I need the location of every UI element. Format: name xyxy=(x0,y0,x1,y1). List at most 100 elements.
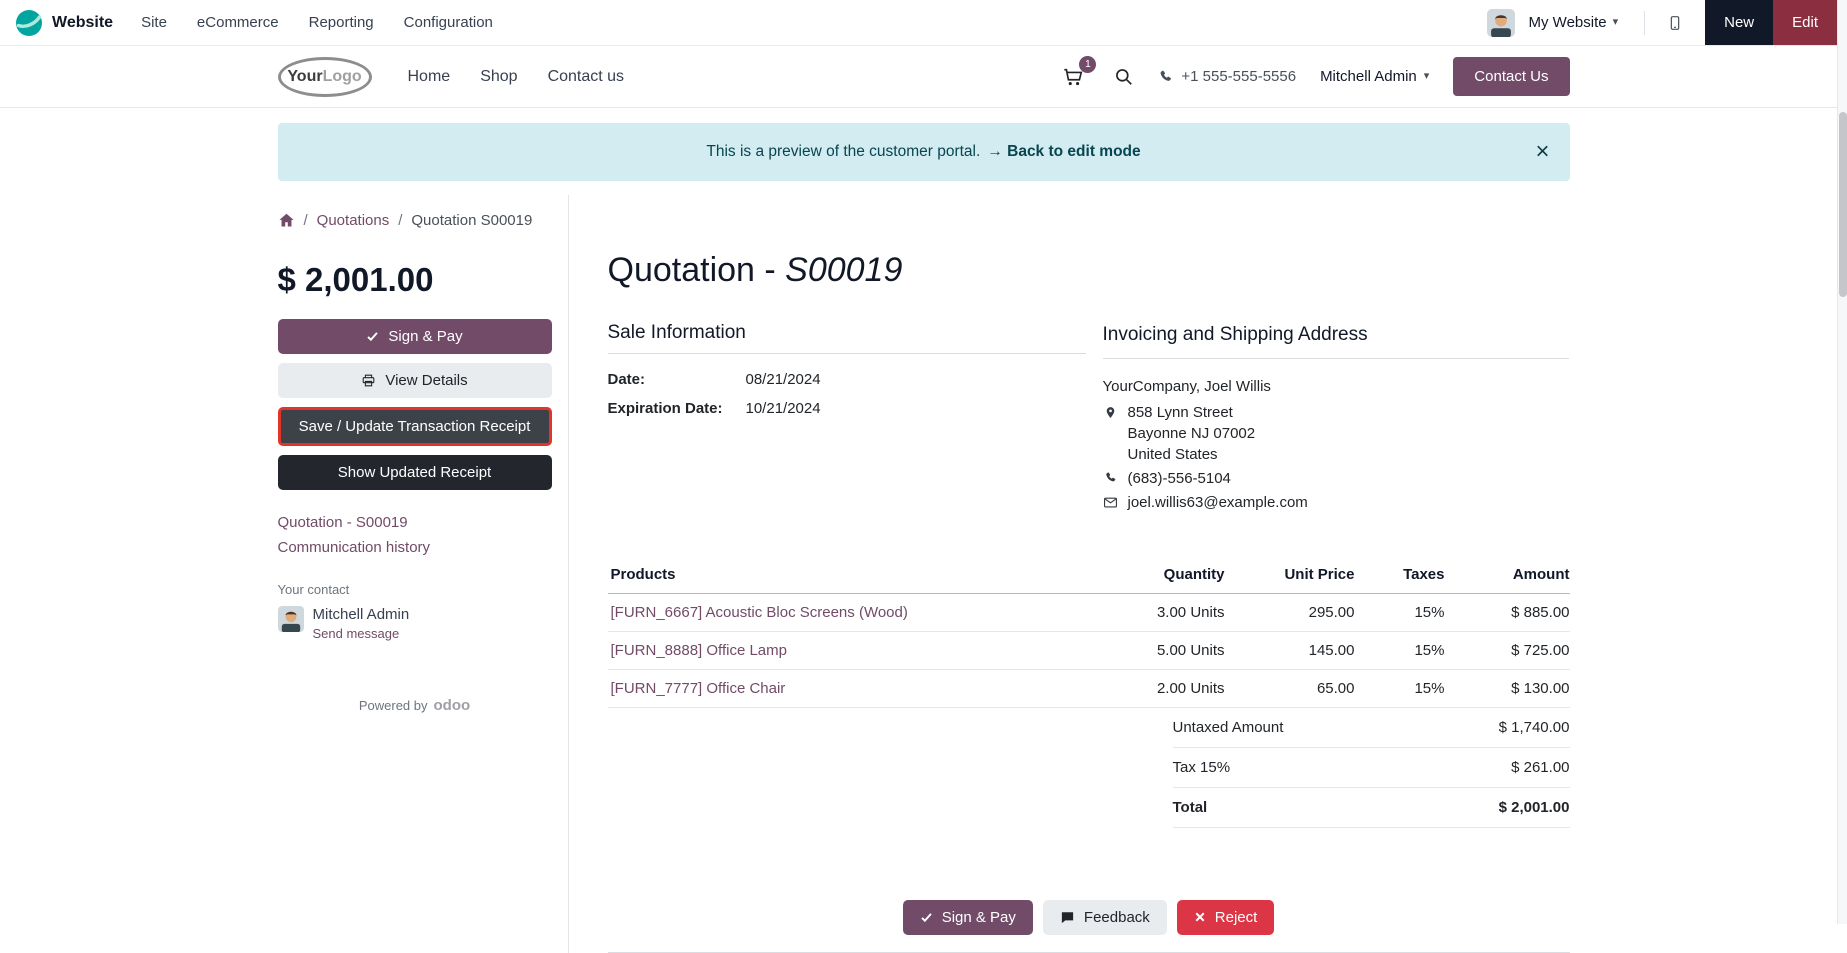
sign-and-pay-button[interactable]: Sign & Pay xyxy=(278,319,552,354)
header-phone-number: +1 555-555-5556 xyxy=(1181,68,1296,85)
view-details-label: View Details xyxy=(385,372,467,389)
invoicing-shipping-heading: Invoicing and Shipping Address xyxy=(1103,322,1569,349)
topbar-menu-configuration[interactable]: Configuration xyxy=(404,14,493,31)
products-table-header-row: Products Quantity Unit Price Taxes Amoun… xyxy=(608,558,1570,594)
breadcrumb: / Quotations / Quotation S00019 xyxy=(278,212,552,229)
arrow-right-icon: → xyxy=(987,143,1003,160)
column-header-quantity: Quantity xyxy=(1075,558,1225,594)
systray-divider xyxy=(1644,11,1645,35)
show-updated-receipt-button[interactable]: Show Updated Receipt xyxy=(278,455,552,490)
website-selector-label: My Website xyxy=(1529,14,1607,31)
portal-preview-alert: This is a preview of the customer portal… xyxy=(278,123,1570,181)
address-street: 858 Lynn Street xyxy=(1128,402,1256,423)
topbar-menu-site[interactable]: Site xyxy=(141,14,167,31)
product-taxes: 15% xyxy=(1355,631,1445,669)
website-selector-dropdown[interactable]: My Website ▾ xyxy=(1529,14,1619,31)
feedback-button[interactable]: Feedback xyxy=(1043,900,1167,935)
search-icon[interactable] xyxy=(1114,67,1134,87)
total-label: Total xyxy=(1173,799,1208,816)
mobile-preview-icon[interactable] xyxy=(1655,12,1695,34)
product-quantity: 2.00 Units xyxy=(1075,669,1225,707)
header-phone-link[interactable]: +1 555-555-5556 xyxy=(1158,68,1296,85)
topbar-systray: My Website ▾ New Edit xyxy=(1487,0,1837,45)
address-street-block: 858 Lynn Street Bayonne NJ 07002 United … xyxy=(1103,402,1569,465)
address-city: Bayonne NJ 07002 xyxy=(1128,423,1256,444)
untaxed-amount-row: Untaxed Amount $ 1,740.00 xyxy=(1173,708,1570,748)
product-amount: $ 725.00 xyxy=(1445,631,1570,669)
tax-value: $ 261.00 xyxy=(1511,759,1569,776)
envelope-icon xyxy=(1103,492,1119,510)
date-row: Date: 08/21/2024 xyxy=(608,371,1086,388)
section-divider xyxy=(608,353,1086,354)
communication-history-link[interactable]: Communication history xyxy=(278,539,552,556)
product-amount: $ 885.00 xyxy=(1445,593,1570,631)
reject-button[interactable]: Reject xyxy=(1177,900,1275,935)
breadcrumb-separator: / xyxy=(304,212,308,229)
quotation-document: Quotation - S00019 Sale Information Date… xyxy=(569,195,1570,953)
tax-row: Tax 15% $ 261.00 xyxy=(1173,748,1570,788)
home-icon[interactable] xyxy=(278,212,295,229)
caret-down-icon: ▾ xyxy=(1424,71,1430,82)
header-right: 1 +1 555-555-5556 Mitchell Admin ▾ Conta… xyxy=(1056,57,1569,96)
close-icon[interactable]: × xyxy=(1535,140,1549,164)
send-message-link[interactable]: Send message xyxy=(313,626,410,641)
user-dropdown[interactable]: Mitchell Admin ▾ xyxy=(1320,68,1429,85)
portal-sidebar: / Quotations / Quotation S00019 $ 2,001.… xyxy=(278,195,569,953)
phone-icon xyxy=(1158,69,1174,85)
contact-us-button[interactable]: Contact Us xyxy=(1453,57,1569,96)
column-header-amount: Amount xyxy=(1445,558,1570,594)
alert-message: This is a preview of the customer portal… xyxy=(706,143,980,161)
invoicing-shipping-section: Invoicing and Shipping Address YourCompa… xyxy=(1103,322,1569,516)
cart-button[interactable]: 1 xyxy=(1056,60,1090,94)
product-link[interactable]: [FURN_8888] Office Lamp xyxy=(611,642,787,659)
user-avatar[interactable] xyxy=(1487,9,1515,37)
topbar-brand[interactable]: Website xyxy=(52,14,113,32)
sign-and-pay-button[interactable]: Sign & Pay xyxy=(903,900,1033,935)
nav-home[interactable]: Home xyxy=(408,68,451,86)
back-to-edit-mode-link[interactable]: → Back to edit mode xyxy=(987,143,1140,161)
save-update-transaction-receipt-button[interactable]: Save / Update Transaction Receipt xyxy=(278,407,552,446)
quotation-link[interactable]: Quotation - S00019 xyxy=(278,514,552,531)
nav-contact-us[interactable]: Contact us xyxy=(548,68,624,86)
product-taxes: 15% xyxy=(1355,669,1445,707)
user-name: Mitchell Admin xyxy=(1320,68,1417,85)
product-unit-price: 145.00 xyxy=(1225,631,1355,669)
back-to-edit-mode-label: Back to edit mode xyxy=(1007,143,1141,160)
topbar-menu-reporting[interactable]: Reporting xyxy=(309,14,374,31)
odoo-app-icon[interactable] xyxy=(16,10,42,36)
breadcrumb-quotations-link[interactable]: Quotations xyxy=(317,212,390,229)
untaxed-amount-label: Untaxed Amount xyxy=(1173,719,1284,736)
product-link[interactable]: [FURN_6667] Acoustic Bloc Screens (Wood) xyxy=(611,604,908,621)
map-pin-icon xyxy=(1103,402,1119,420)
check-icon xyxy=(920,911,933,924)
expiration-date-row: Expiration Date: 10/21/2024 xyxy=(608,400,1086,417)
backend-topbar: Website Site eCommerce Reporting Configu… xyxy=(0,0,1847,46)
topbar-left: Website Site eCommerce Reporting Configu… xyxy=(16,0,493,45)
new-button[interactable]: New xyxy=(1705,0,1773,45)
powered-by: Powered by odoo xyxy=(278,697,552,714)
expiration-date-label: Expiration Date: xyxy=(608,400,746,417)
scrollbar-thumb[interactable] xyxy=(1839,112,1847,297)
nav-shop[interactable]: Shop xyxy=(480,68,517,86)
product-quantity: 5.00 Units xyxy=(1075,631,1225,669)
column-header-unit-price: Unit Price xyxy=(1225,558,1355,594)
topbar-menu-ecommerce[interactable]: eCommerce xyxy=(197,14,279,31)
total-value: $ 2,001.00 xyxy=(1499,799,1570,816)
edit-button[interactable]: Edit xyxy=(1773,0,1837,45)
odoo-logo-link[interactable]: odoo xyxy=(434,697,471,714)
view-details-button[interactable]: View Details xyxy=(278,363,552,398)
scrollbar-track[interactable] xyxy=(1837,0,1847,924)
products-table: Products Quantity Unit Price Taxes Amoun… xyxy=(608,558,1570,708)
sign-and-pay-label: Sign & Pay xyxy=(388,328,462,345)
address-company: YourCompany, Joel Willis xyxy=(1103,376,1569,397)
product-row: [FURN_6667] Acoustic Bloc Screens (Wood)… xyxy=(608,593,1570,631)
your-contact-label: Your contact xyxy=(278,582,552,597)
address-email-row: joel.willis63@example.com xyxy=(1103,492,1569,513)
column-header-products: Products xyxy=(608,558,1075,594)
x-icon xyxy=(1194,911,1206,923)
totals-section: Untaxed Amount $ 1,740.00 Tax 15% $ 261.… xyxy=(1173,708,1570,828)
date-value: 08/21/2024 xyxy=(746,371,821,388)
product-taxes: 15% xyxy=(1355,593,1445,631)
product-link[interactable]: [FURN_7777] Office Chair xyxy=(611,680,786,697)
